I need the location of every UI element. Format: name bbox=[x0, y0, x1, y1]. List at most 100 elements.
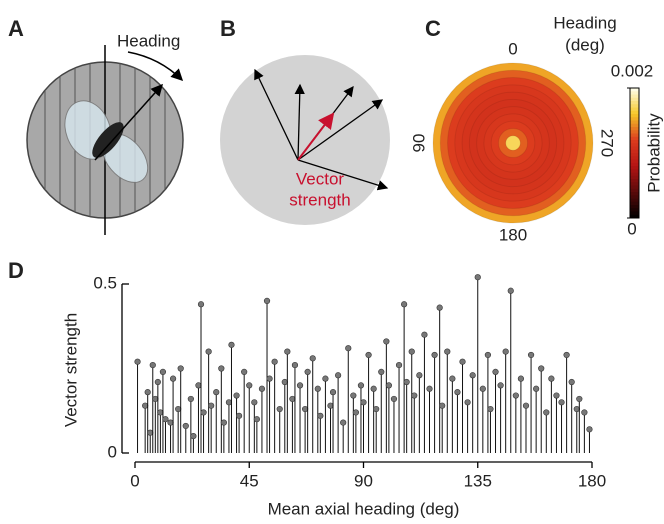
stem-marker bbox=[416, 372, 423, 379]
colorbar-segment bbox=[630, 136, 639, 141]
stem-marker bbox=[266, 375, 273, 382]
colorbar-segment bbox=[630, 188, 639, 193]
stem-marker bbox=[573, 405, 580, 413]
stem-marker bbox=[492, 368, 499, 375]
stem-marker bbox=[271, 358, 278, 365]
colorbar-segment bbox=[630, 120, 639, 125]
colorbar-segment bbox=[630, 169, 639, 173]
stem-marker bbox=[563, 351, 570, 359]
colorbar-segment bbox=[630, 127, 639, 131]
theta-tick-label: 90 bbox=[409, 134, 428, 153]
annotation: strength bbox=[289, 190, 350, 209]
colorbar-segment bbox=[630, 195, 639, 199]
stem-marker bbox=[373, 405, 380, 413]
stem-marker bbox=[208, 402, 215, 409]
stem-marker bbox=[167, 419, 174, 426]
stem-marker bbox=[218, 365, 225, 372]
stem-marker bbox=[154, 378, 161, 386]
stem-marker bbox=[213, 389, 220, 396]
colorbar-segment bbox=[630, 182, 639, 186]
stem-marker bbox=[169, 375, 177, 382]
stem-marker bbox=[225, 399, 233, 406]
colorbar-segment bbox=[630, 97, 639, 102]
stem-marker bbox=[401, 301, 408, 308]
colorbar-segment bbox=[630, 198, 639, 203]
stem-marker bbox=[263, 297, 271, 305]
colorbar-segment bbox=[630, 214, 639, 219]
panel-letter: D bbox=[8, 258, 24, 283]
stem-marker bbox=[246, 382, 253, 389]
stem-marker bbox=[533, 385, 540, 392]
stem-marker bbox=[522, 402, 530, 409]
stem-marker bbox=[439, 402, 446, 409]
theta-tick-label: 0 bbox=[508, 39, 517, 58]
colorbar-segment bbox=[630, 156, 639, 160]
stem-marker bbox=[322, 375, 329, 382]
stem-marker bbox=[241, 368, 248, 375]
stem-marker bbox=[444, 348, 451, 355]
chart-title: (deg) bbox=[565, 35, 605, 54]
stem-marker bbox=[162, 416, 169, 423]
stem-marker bbox=[390, 395, 398, 403]
stem-marker bbox=[411, 392, 418, 399]
theta-tick-label: 270 bbox=[598, 129, 617, 157]
x-tick-label: 135 bbox=[464, 471, 492, 490]
colorbar-segment bbox=[630, 172, 639, 177]
stem-marker bbox=[182, 422, 189, 430]
stem-marker bbox=[329, 389, 337, 396]
x-tick-label: 180 bbox=[578, 471, 606, 490]
stem-marker bbox=[228, 341, 235, 348]
colorbar-segment bbox=[630, 208, 639, 212]
stem-marker bbox=[365, 351, 372, 359]
stem-marker bbox=[449, 375, 456, 382]
colorbar-segment bbox=[630, 110, 639, 115]
stem-marker bbox=[291, 362, 299, 369]
colorbar-segment bbox=[630, 211, 639, 216]
x-tick-label: 0 bbox=[130, 471, 139, 490]
colorbar-segment bbox=[630, 166, 639, 170]
panel-letter: C bbox=[425, 16, 441, 41]
stem-marker bbox=[314, 385, 321, 392]
stem-marker bbox=[553, 392, 560, 399]
stem-marker bbox=[421, 331, 428, 338]
stem-marker bbox=[157, 409, 164, 416]
stem-marker bbox=[408, 348, 415, 355]
y-tick-label: 0.5 bbox=[93, 273, 117, 292]
colorbar-segment bbox=[630, 192, 639, 196]
stem-marker bbox=[251, 399, 258, 406]
colorbar-segment bbox=[630, 140, 639, 144]
heatmap-ring bbox=[505, 135, 521, 151]
x-axis-label: Mean axial heading (deg) bbox=[268, 499, 460, 518]
colorbar-segment bbox=[630, 153, 639, 157]
stem-marker bbox=[289, 395, 296, 403]
colorbar-segment bbox=[630, 205, 639, 209]
stem-marker bbox=[385, 382, 392, 389]
stem-marker bbox=[197, 301, 205, 308]
annotation: Heading bbox=[117, 31, 180, 50]
colorbar-frame bbox=[629, 87, 640, 219]
stem-marker bbox=[309, 355, 316, 362]
stem-marker bbox=[517, 375, 525, 382]
stem-marker bbox=[258, 385, 266, 392]
stem-marker bbox=[220, 419, 227, 426]
stem-marker bbox=[568, 378, 575, 386]
colorbar-segment bbox=[630, 159, 639, 164]
colorbar-segment bbox=[630, 94, 639, 99]
stem-marker bbox=[527, 351, 535, 359]
stem-marker bbox=[281, 378, 288, 386]
stem-marker bbox=[484, 351, 492, 359]
colorbar-segment bbox=[630, 143, 639, 147]
stem-marker bbox=[190, 433, 197, 440]
chart-title: Heading bbox=[553, 13, 616, 32]
stem-marker bbox=[304, 368, 311, 375]
colorbar-segment bbox=[630, 114, 639, 118]
y-axis-label: Vector strength bbox=[61, 313, 80, 427]
stem-marker bbox=[548, 375, 555, 382]
stem-marker bbox=[464, 399, 471, 406]
stem-marker bbox=[558, 399, 565, 406]
colorbar-segment bbox=[630, 149, 639, 154]
stem-marker bbox=[581, 409, 588, 416]
stem-marker bbox=[507, 287, 514, 294]
stem-marker bbox=[469, 372, 476, 379]
vector-diagram: Vector strength bbox=[220, 55, 390, 225]
